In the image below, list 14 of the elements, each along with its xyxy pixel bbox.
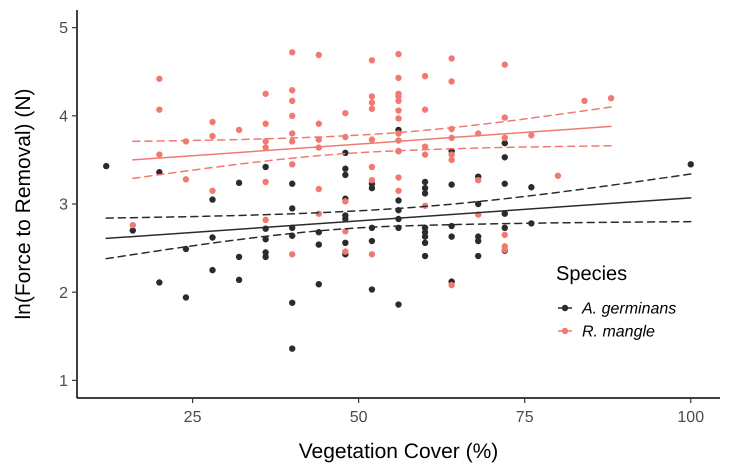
y-tick-label: 3 <box>59 196 68 214</box>
y-axis-title: ln(Force to Removal) (N) <box>12 88 35 320</box>
legend-label: A. germinans <box>581 300 676 318</box>
x-tick-label: 75 <box>516 409 534 426</box>
legend-title: Species <box>556 263 628 285</box>
y-tick-label: 5 <box>59 20 68 38</box>
y-tick-label: 1 <box>59 372 68 390</box>
x-tick-label: 50 <box>350 409 368 426</box>
x-tick-label: 25 <box>184 409 202 426</box>
x-axis-title: Vegetation Cover (%) <box>298 440 498 463</box>
x-tick-label: 100 <box>677 409 704 426</box>
y-tick-label: 4 <box>59 108 68 126</box>
legend-label: R. mangle <box>582 324 656 341</box>
y-tick-label: 2 <box>59 284 68 302</box>
